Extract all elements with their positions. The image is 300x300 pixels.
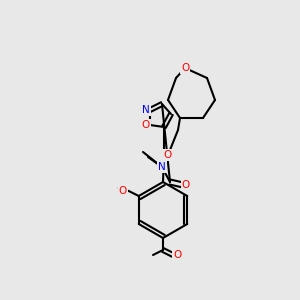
Text: O: O bbox=[163, 150, 171, 160]
Text: O: O bbox=[173, 250, 181, 260]
Text: O: O bbox=[118, 186, 127, 196]
Text: O: O bbox=[181, 63, 189, 73]
Text: O: O bbox=[182, 180, 190, 190]
Text: N: N bbox=[142, 105, 150, 115]
Text: N: N bbox=[158, 162, 166, 172]
Text: O: O bbox=[142, 120, 150, 130]
